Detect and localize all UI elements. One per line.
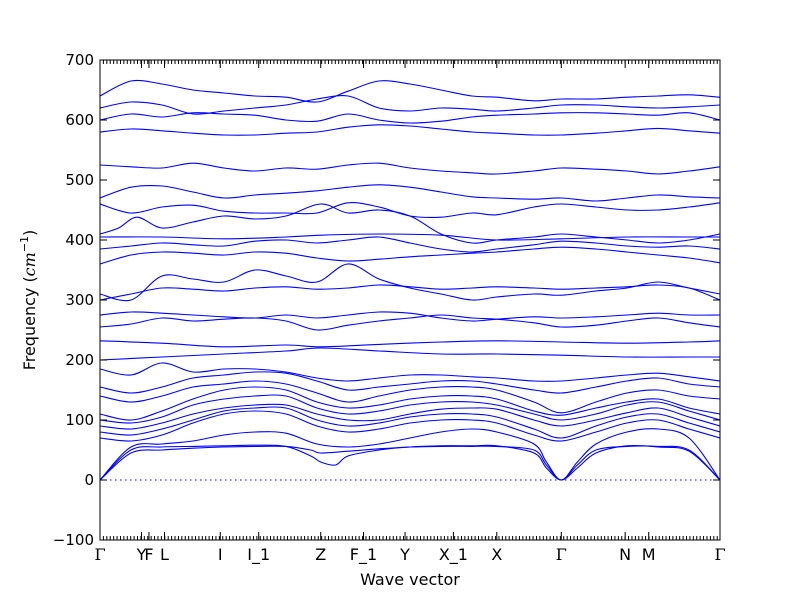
y-tick-label: 300	[65, 291, 94, 309]
axis-ticks	[99, 59, 721, 541]
band-line-24	[100, 162, 720, 175]
high-symmetry-label: X	[491, 545, 502, 564]
y-tick-label: 200	[65, 351, 94, 369]
band-line-16	[100, 284, 720, 301]
band-line-3	[100, 428, 720, 481]
band-line-4	[100, 410, 720, 442]
high-symmetry-label: Y	[399, 545, 410, 564]
y-tick-label: 600	[65, 111, 94, 129]
high-symmetry-label: I_1	[247, 545, 270, 565]
band-line-23	[100, 184, 720, 202]
high-symmetry-label: Γ	[94, 545, 105, 564]
band-line-11	[100, 362, 720, 382]
band-line-22	[100, 202, 720, 219]
band-line-27	[100, 95, 720, 115]
y-axis-unit-exponent: −1	[18, 236, 31, 252]
band-line-8	[100, 386, 720, 421]
plot-area	[100, 79, 720, 481]
high-symmetry-label: Γ	[556, 545, 567, 564]
band-line-12	[100, 347, 720, 361]
y-tick-label: 0	[84, 471, 94, 489]
band-line-2	[100, 444, 720, 481]
high-symmetry-label: Z	[315, 545, 326, 564]
band-line-20	[100, 233, 720, 241]
band-line-25	[100, 124, 720, 136]
band-line-5	[100, 406, 720, 439]
y-tick-label: −100	[53, 531, 94, 549]
band-line-10	[100, 371, 720, 394]
band-line-9	[100, 380, 720, 414]
high-symmetry-label: L	[160, 545, 169, 564]
band-line-19	[100, 236, 720, 253]
y-tick-label: 700	[65, 51, 94, 69]
y-axis-unit-base: cm	[20, 252, 39, 276]
band-line-14	[100, 314, 720, 331]
high-symmetry-label: F_1	[350, 545, 377, 565]
band-line-17	[100, 263, 720, 302]
high-symmetry-label: X_1	[439, 545, 468, 565]
band-line-7	[100, 394, 720, 424]
y-tick-label: 500	[65, 171, 94, 189]
y-tick-label: 100	[65, 411, 94, 429]
high-symmetry-label: Γ	[714, 545, 725, 564]
y-tick-label: 400	[65, 231, 94, 249]
high-symmetry-label: M	[642, 545, 656, 564]
high-symmetry-label: N	[619, 545, 631, 564]
high-symmetry-label: I	[218, 545, 223, 564]
band-line-6	[100, 403, 720, 430]
high-symmetry-label: Y	[136, 545, 147, 564]
y-tick-labels: −100 0 100 200 300 400 500 600 700	[53, 51, 94, 549]
plot-frame	[99, 59, 721, 541]
high-symmetry-label: F	[144, 545, 153, 564]
band-lines	[100, 79, 720, 481]
band-line-28	[100, 79, 720, 103]
x-axis-title: Wave vector	[360, 570, 460, 589]
band-line-18	[100, 246, 720, 265]
y-axis-title: Frequency (cm−1)	[18, 230, 39, 371]
band-line-13	[100, 340, 720, 348]
y-axis-title-text: Frequency	[20, 288, 39, 371]
high-symmetry-labels: Γ YF L I I_1 Z F_1 Y X_1 X Γ N M Γ	[94, 545, 725, 565]
band-line-15	[100, 311, 720, 322]
band-line-26	[100, 112, 720, 124]
